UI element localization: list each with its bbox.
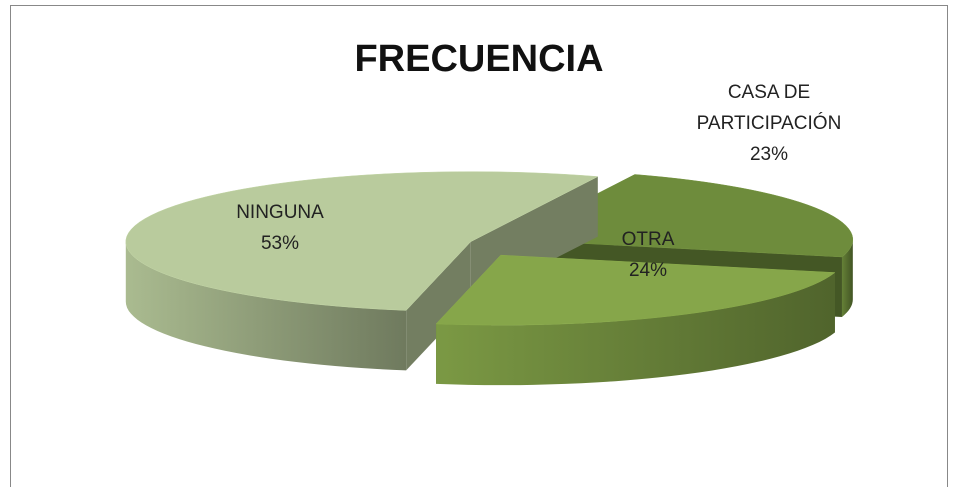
- data-label: CASA DE PARTICIPACIÓN 23%: [689, 77, 849, 170]
- data-label-category: CASA DE PARTICIPACIÓN: [696, 82, 842, 134]
- data-label: OTRA 24%: [568, 224, 728, 286]
- slice-top: [125, 171, 599, 311]
- data-label-value: 23%: [749, 144, 789, 165]
- slice-cut-face: [406, 241, 471, 371]
- data-label-value: 24%: [628, 260, 668, 281]
- data-label-value: 53%: [260, 233, 300, 254]
- data-label-category: NINGUNA: [236, 202, 324, 223]
- chart-title: FRECUENCIA: [354, 38, 604, 80]
- slice-top: [435, 254, 836, 326]
- slice-outer-wall: [841, 239, 853, 317]
- data-label-category: OTRA: [621, 229, 675, 250]
- slice-outer-wall: [436, 272, 835, 386]
- pie-slice: [435, 254, 836, 386]
- slice-outer-wall: [125, 241, 407, 371]
- data-label: NINGUNA 53%: [200, 197, 360, 259]
